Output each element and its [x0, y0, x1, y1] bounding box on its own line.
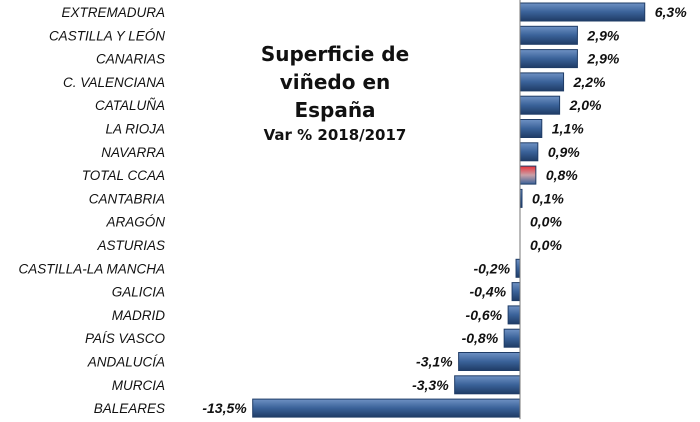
category-label: BALEARES: [94, 401, 165, 416]
value-label: 2,0%: [569, 97, 602, 113]
bar: [511, 282, 521, 302]
title-line-2: viñedo en España: [279, 70, 391, 122]
category-label: MADRID: [112, 308, 165, 323]
value-label: -0,2%: [473, 260, 510, 276]
value-label: 0,1%: [532, 190, 564, 206]
category-label: CATALUÑA: [95, 98, 165, 113]
category-label: GALICIA: [112, 285, 165, 300]
bar: [507, 305, 521, 325]
category-label: CANARIAS: [96, 52, 165, 67]
bar: [519, 25, 578, 45]
value-label: -3,1%: [416, 354, 453, 370]
value-label: 0,8%: [546, 167, 578, 183]
bar: [252, 398, 521, 418]
category-label: PAÍS VASCO: [85, 331, 166, 346]
value-label: 2,9%: [586, 27, 619, 43]
value-label: 0,9%: [548, 144, 580, 160]
bar: [515, 258, 521, 278]
category-label: ANDALUCÍA: [87, 355, 165, 370]
bar: [519, 119, 543, 138]
category-label: CANTABRIA: [89, 191, 165, 206]
value-label: 6,3%: [655, 4, 687, 20]
bar: [519, 72, 565, 92]
chart-subtitle: Var % 2018/2017: [263, 126, 407, 144]
value-label: -0,8%: [462, 330, 499, 346]
category-label: NAVARRA: [101, 145, 165, 160]
category-label: CASTILLA-LA MANCHA: [18, 261, 165, 276]
category-label: C. VALENCIANA: [63, 75, 165, 90]
value-label: 2,9%: [586, 51, 619, 67]
category-label: TOTAL CCAA: [82, 168, 165, 183]
bar: [519, 49, 578, 69]
category-label: MURCIA: [112, 378, 165, 393]
value-label: -0,4%: [470, 284, 507, 300]
category-label: EXTREMADURA: [61, 5, 165, 20]
value-label: 2,2%: [573, 74, 606, 90]
value-label: 1,1%: [552, 121, 584, 137]
value-label: -3,3%: [412, 377, 449, 393]
category-label: CASTILLA Y LEÓN: [49, 28, 165, 43]
bar: [519, 95, 561, 115]
bar: [458, 352, 521, 371]
bar: [454, 375, 521, 395]
value-label: -0,6%: [466, 307, 503, 323]
bar: [519, 165, 537, 185]
title-line-1: Superficie de: [260, 42, 410, 66]
category-label: ARAGÓN: [105, 215, 165, 230]
chart-title: Superficie de viñedo en España Var % 201…: [240, 40, 430, 146]
bar: [519, 2, 646, 22]
value-label: -13,5%: [202, 400, 247, 416]
value-label: 0,0%: [530, 237, 562, 253]
category-label: ASTURIAS: [96, 238, 165, 253]
value-label: 0,0%: [530, 214, 562, 230]
bar: [519, 142, 539, 162]
category-label: LA RIOJA: [105, 122, 165, 137]
bar: [503, 328, 521, 348]
